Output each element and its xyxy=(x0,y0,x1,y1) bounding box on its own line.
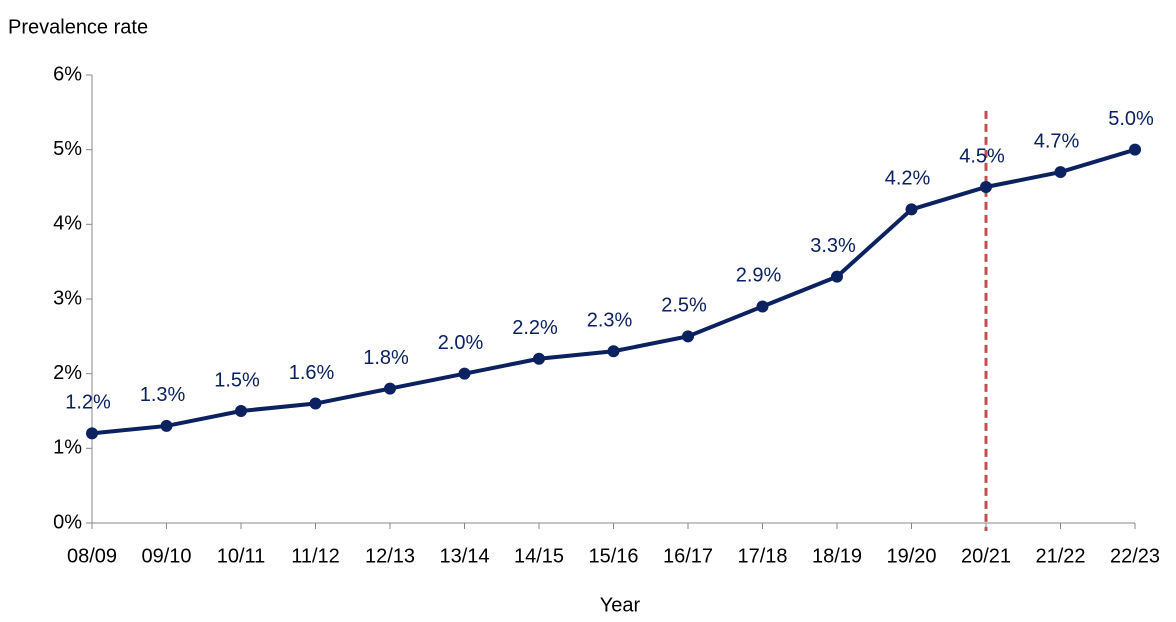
point xyxy=(980,181,992,193)
value-label: 2.9% xyxy=(736,265,782,287)
x-tick-label: 15/16 xyxy=(588,545,638,567)
point xyxy=(458,367,471,380)
y-axis-label: Prevalence rate xyxy=(8,16,148,38)
value-label: 2.0% xyxy=(438,332,484,354)
x-tick-label: 22/23 xyxy=(1110,545,1160,567)
value-label: 4.5% xyxy=(959,145,1005,167)
x-tick-label: 11/12 xyxy=(291,545,340,567)
point xyxy=(86,427,98,440)
value-label: 5.0% xyxy=(1108,108,1154,130)
x-tick-label: 13/14 xyxy=(439,545,489,567)
point xyxy=(309,397,322,410)
point xyxy=(1129,143,1141,156)
x-tick-label: 16/17 xyxy=(663,545,713,567)
x-tick-label: 09/10 xyxy=(141,545,191,567)
point xyxy=(160,419,173,432)
value-label: 3.3% xyxy=(810,235,856,257)
point xyxy=(831,270,843,283)
point xyxy=(756,300,769,313)
y-tick-label: 2% xyxy=(53,362,82,384)
x-tick-label: 19/20 xyxy=(886,545,936,567)
point xyxy=(533,352,545,365)
y-tick-label: 0% xyxy=(53,511,82,533)
y-tick-label: 4% xyxy=(53,213,82,235)
x-axis-label: Year xyxy=(600,594,641,616)
point xyxy=(905,203,918,216)
value-label: 1.2% xyxy=(65,392,111,414)
value-label: 1.8% xyxy=(363,347,409,369)
value-label: 4.7% xyxy=(1034,130,1080,152)
y-tick-label: 6% xyxy=(53,63,82,85)
x-tick-label: 14/15 xyxy=(514,545,564,567)
y-tick-label: 1% xyxy=(53,437,82,459)
value-label: 2.5% xyxy=(661,295,707,317)
x-tick-label: 20/21 xyxy=(961,545,1011,567)
x-tick-label: 08/09 xyxy=(67,545,117,567)
y-tick-label: 5% xyxy=(53,138,82,160)
value-label: 4.2% xyxy=(885,168,931,190)
point xyxy=(1054,166,1067,179)
x-tick-label: 18/19 xyxy=(812,545,862,567)
x-tick-label: 21/22 xyxy=(1035,545,1085,567)
value-label: 2.2% xyxy=(512,317,558,339)
point xyxy=(607,345,620,358)
x-tick-label: 10/11 xyxy=(217,545,266,567)
point xyxy=(235,405,247,417)
x-tick-label: 17/18 xyxy=(737,545,787,567)
value-label: 1.6% xyxy=(289,362,335,384)
point xyxy=(682,330,694,343)
value-label: 2.3% xyxy=(587,310,633,332)
point xyxy=(384,382,396,395)
value-label: 1.5% xyxy=(214,369,260,391)
x-tick-label: 12/13 xyxy=(365,545,415,567)
y-tick-label: 3% xyxy=(53,287,82,309)
value-label: 1.3% xyxy=(140,384,186,406)
